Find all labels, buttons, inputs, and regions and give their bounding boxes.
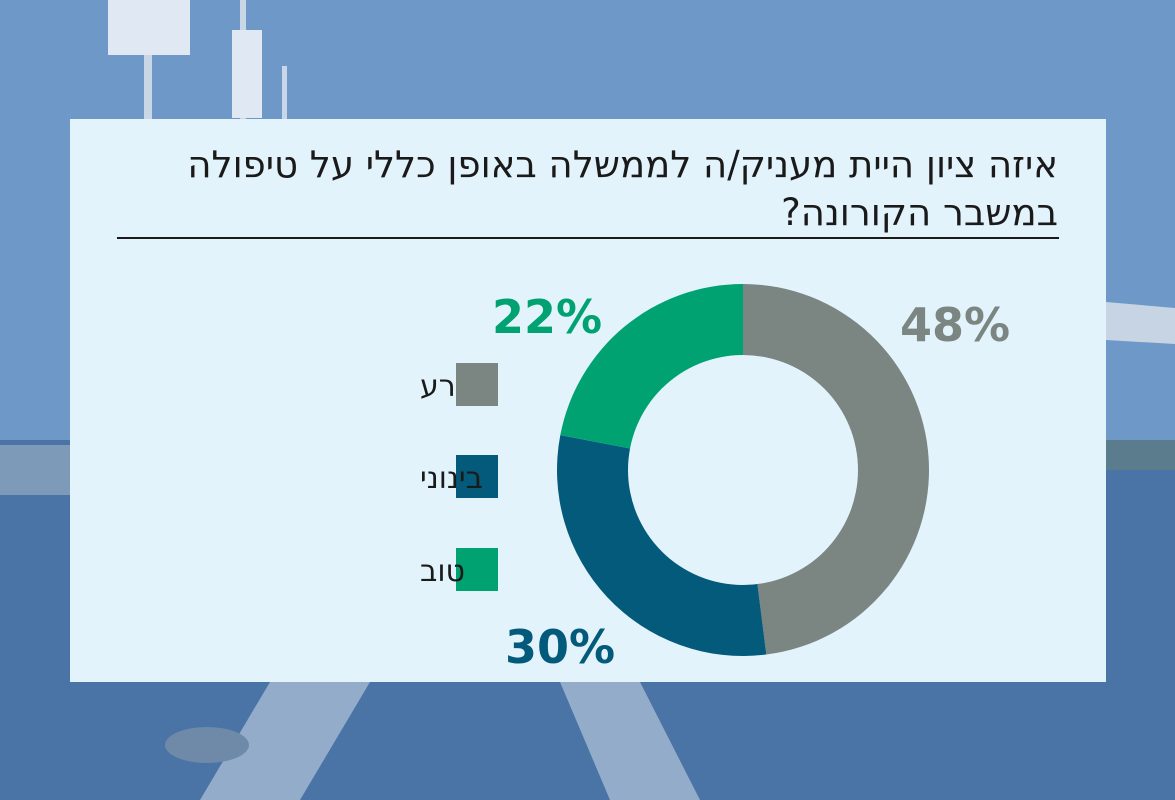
chart-panel: איזה ציון היית מעניק/ה לממשלה באופן כללי…	[70, 119, 1106, 682]
chart-title: איזה ציון היית מעניק/ה לממשלה באופן כללי…	[187, 143, 1058, 234]
flag	[108, 0, 190, 55]
percent-label-medium: 30%	[505, 620, 615, 674]
percent-label-bad: 48%	[900, 298, 1010, 352]
legend: רע בינוני טוב	[420, 363, 498, 591]
flag-pole	[144, 0, 152, 120]
legend-label-good: טוב	[420, 554, 465, 589]
legend-swatch-good	[456, 548, 498, 591]
legend-swatch-medium	[456, 455, 498, 498]
title-divider	[117, 237, 1059, 239]
percent-label-good: 22%	[492, 290, 602, 344]
legend-label-bad: רע	[420, 369, 456, 404]
donut-chart: 48% 30% 22% רע בינוני טוב	[420, 284, 1010, 674]
legend-label-medium: בינוני	[420, 461, 483, 496]
donut-hole	[628, 355, 858, 585]
legend-swatch-bad	[456, 363, 498, 406]
percent-labels: 48% 30% 22%	[492, 290, 1010, 674]
